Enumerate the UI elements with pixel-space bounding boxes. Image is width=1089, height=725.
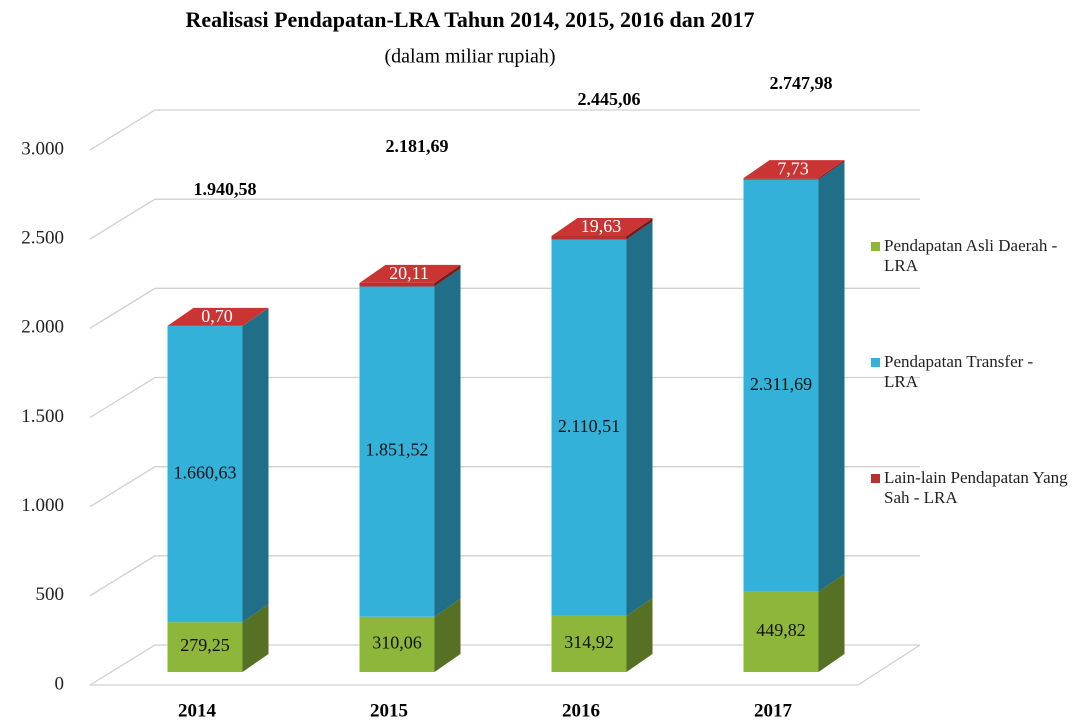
grid-line [89, 109, 920, 151]
bar [551, 239, 627, 616]
y-tick-label: 3.000 [21, 138, 64, 159]
bar-top [167, 307, 269, 326]
x-tick-label: 2015 [370, 700, 408, 721]
legend-swatch [871, 242, 880, 251]
bar-top [359, 264, 461, 283]
bar [551, 235, 627, 240]
legend-label: Lain-lain Pendapatan Yang Sah - LRA [884, 468, 1068, 507]
bar-side [434, 268, 461, 617]
grid-line [89, 555, 920, 597]
bar-side [242, 604, 269, 672]
grid-line [89, 287, 920, 329]
y-tick-label: 1.500 [21, 406, 64, 427]
bar [359, 616, 435, 672]
bar [743, 179, 819, 592]
legend-swatch [871, 358, 880, 367]
value-label: 1.660,63 [174, 462, 237, 482]
bar [743, 178, 819, 180]
bar-side [242, 307, 269, 327]
y-tick-label: 2.000 [21, 317, 64, 338]
bar-top [551, 217, 653, 236]
x-tick-label: 2014 [178, 700, 217, 721]
bar [359, 286, 435, 617]
grid-line [89, 644, 920, 686]
legend-swatch [871, 474, 880, 483]
total-label: 2.181,69 [386, 136, 449, 156]
chart-title: Realisasi Pendapatan-LRA Tahun 2014, 201… [185, 7, 754, 32]
bar [551, 615, 627, 672]
bar-side [626, 217, 653, 240]
bar-top [743, 160, 845, 179]
grid-line [89, 376, 920, 419]
bar-side [242, 308, 269, 623]
bar-side [626, 221, 653, 616]
value-label: 279,25 [180, 635, 230, 655]
y-tick-label: 1.000 [21, 495, 64, 516]
value-label: 1.851,52 [366, 440, 429, 460]
value-label: 20,11 [389, 263, 429, 283]
grid-line [89, 466, 920, 508]
floor-right [857, 644, 921, 686]
bar [359, 282, 435, 287]
total-label: 2.747,98 [770, 73, 833, 93]
grid-line [89, 198, 920, 240]
value-label: 19,63 [581, 216, 622, 236]
bar-side [434, 264, 461, 287]
bar [743, 591, 819, 672]
bar-side [626, 597, 653, 672]
value-label: 0,70 [201, 306, 233, 326]
bar-side [818, 160, 845, 180]
y-tick-label: 2.500 [21, 228, 64, 249]
value-label: 314,92 [564, 632, 614, 652]
bar-side [818, 573, 845, 672]
legend-label: Pendapatan Transfer - LRA [884, 352, 1034, 391]
value-label: 449,82 [756, 620, 806, 640]
x-tick-label: 2016 [562, 700, 600, 721]
total-label: 2.445,06 [578, 89, 641, 109]
value-label: 7,73 [777, 158, 809, 178]
legend-entry: Lain-lain Pendapatan Yang Sah - LRA [871, 468, 1069, 508]
legend-entry: Pendapatan Asli Daerah - LRA [871, 236, 1069, 276]
legend-label: Pendapatan Asli Daerah - LRA [884, 236, 1058, 275]
value-label: 2.311,69 [750, 374, 812, 394]
y-tick-label: 500 [36, 584, 65, 605]
total-label: 1.940,58 [194, 179, 257, 199]
bar [167, 622, 243, 672]
bar [167, 326, 243, 623]
value-label: 310,06 [372, 632, 422, 652]
bar-side [434, 598, 461, 672]
bar-side [818, 161, 845, 592]
legend-entry: Pendapatan Transfer - LRA [871, 352, 1069, 392]
chart-subtitle: (dalam miliar rupiah) [384, 46, 555, 68]
x-tick-label: 2017 [754, 700, 793, 721]
y-tick-label: 0 [55, 673, 65, 694]
value-label: 2.110,51 [558, 416, 620, 436]
